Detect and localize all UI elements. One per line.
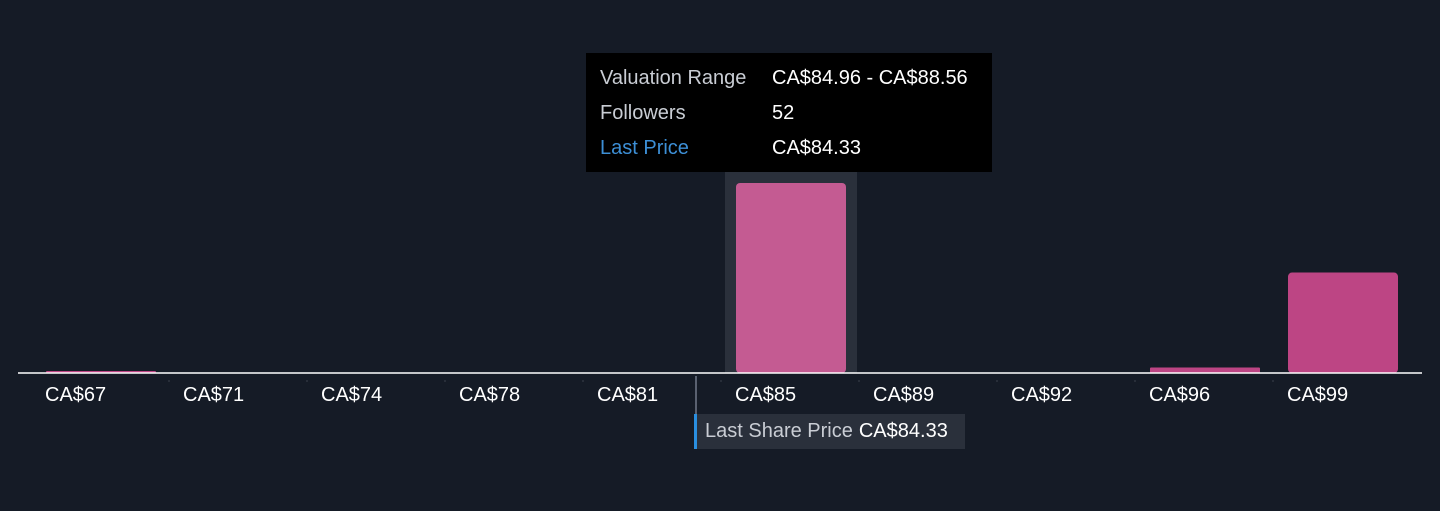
last-share-price-tag: Last Share Price CA$84.33 [694,414,965,449]
bar-CA$85[interactable] [736,183,846,373]
tooltip-label: Followers [600,102,686,124]
tooltip-row-valuation-range: Valuation Range CA$84.96 - CA$88.56 [600,61,978,96]
x-tick-label: CA$92 [1011,384,1072,406]
x-tick-label: CA$78 [459,384,520,406]
x-tick-labels: CA$67 CA$71 CA$74 CA$78 CA$81 CA$85 CA$89 CA$92… [45,380,1348,406]
bar-CA$96[interactable] [1150,367,1260,373]
x-tick-label: CA$74 [321,384,382,406]
x-tick-label: CA$81 [597,384,658,406]
tooltip-label: Last Price [600,137,689,159]
bars [46,183,1398,373]
tooltip-value: CA$84.33 [772,137,861,159]
x-tick-label: CA$67 [45,384,106,406]
x-tick-label: CA$99 [1287,384,1348,406]
last-share-price-value: CA$84.33 [858,420,948,442]
bar-CA$99[interactable] [1288,272,1398,373]
x-tick-label: CA$89 [873,384,934,406]
x-tick-label: CA$85 [735,384,796,406]
tooltip-value: CA$84.96 - CA$88.56 [772,67,968,89]
x-tick-label: CA$71 [183,384,244,406]
x-tick-label: CA$96 [1149,384,1210,406]
last-share-price-label: Last Share Price [705,420,853,442]
tooltip: Valuation Range CA$84.96 - CA$88.56 Foll… [586,53,992,172]
tooltip-row-last-price: Last Price CA$84.33 [600,131,978,166]
tooltip-label: Valuation Range [600,67,747,89]
tooltip-value: 52 [772,102,795,124]
tooltip-row-followers: Followers 52 [600,96,978,131]
